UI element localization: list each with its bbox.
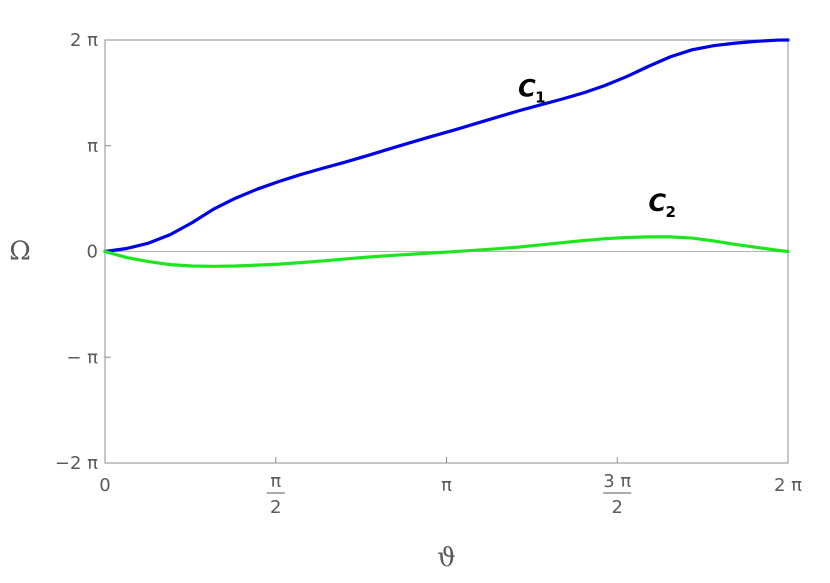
series-annotation-subscript: 2 — [666, 203, 676, 221]
series-line-c1 — [103, 38, 790, 254]
x-tick-label: 0 — [99, 475, 110, 496]
series-line-c2 — [103, 235, 790, 268]
y-axis-label: Ω — [9, 237, 31, 267]
x-tick-label-numerator: π — [270, 471, 281, 492]
annotation-layer: C 1C 2 — [518, 75, 676, 221]
x-tick-label: π — [441, 475, 452, 496]
x-tick-label-denominator: 2 — [612, 497, 623, 518]
y-tick-label: π — [87, 136, 98, 157]
series-layer — [103, 38, 790, 268]
series-annotation-letter: C — [649, 189, 667, 217]
y-axis-ticks: 2 π π 0 − π −2 π — [55, 30, 111, 474]
x-tick-label-numerator: 3 π — [603, 471, 631, 492]
x-axis-ticks: 0 π 2 π 3 π 2 2 π — [99, 457, 802, 518]
y-tick-label: −2 π — [55, 453, 98, 474]
series-annotation-subscript: 1 — [535, 89, 545, 107]
x-tick-label-denominator: 2 — [270, 497, 281, 518]
x-axis-label: ϑ — [437, 543, 456, 573]
x-tick-label: 2 π — [774, 475, 802, 496]
y-tick-label: − π — [66, 347, 98, 368]
y-tick-label: 2 π — [70, 30, 98, 51]
series-annotation-letter: C — [518, 75, 536, 103]
y-tick-label: 0 — [87, 242, 98, 263]
